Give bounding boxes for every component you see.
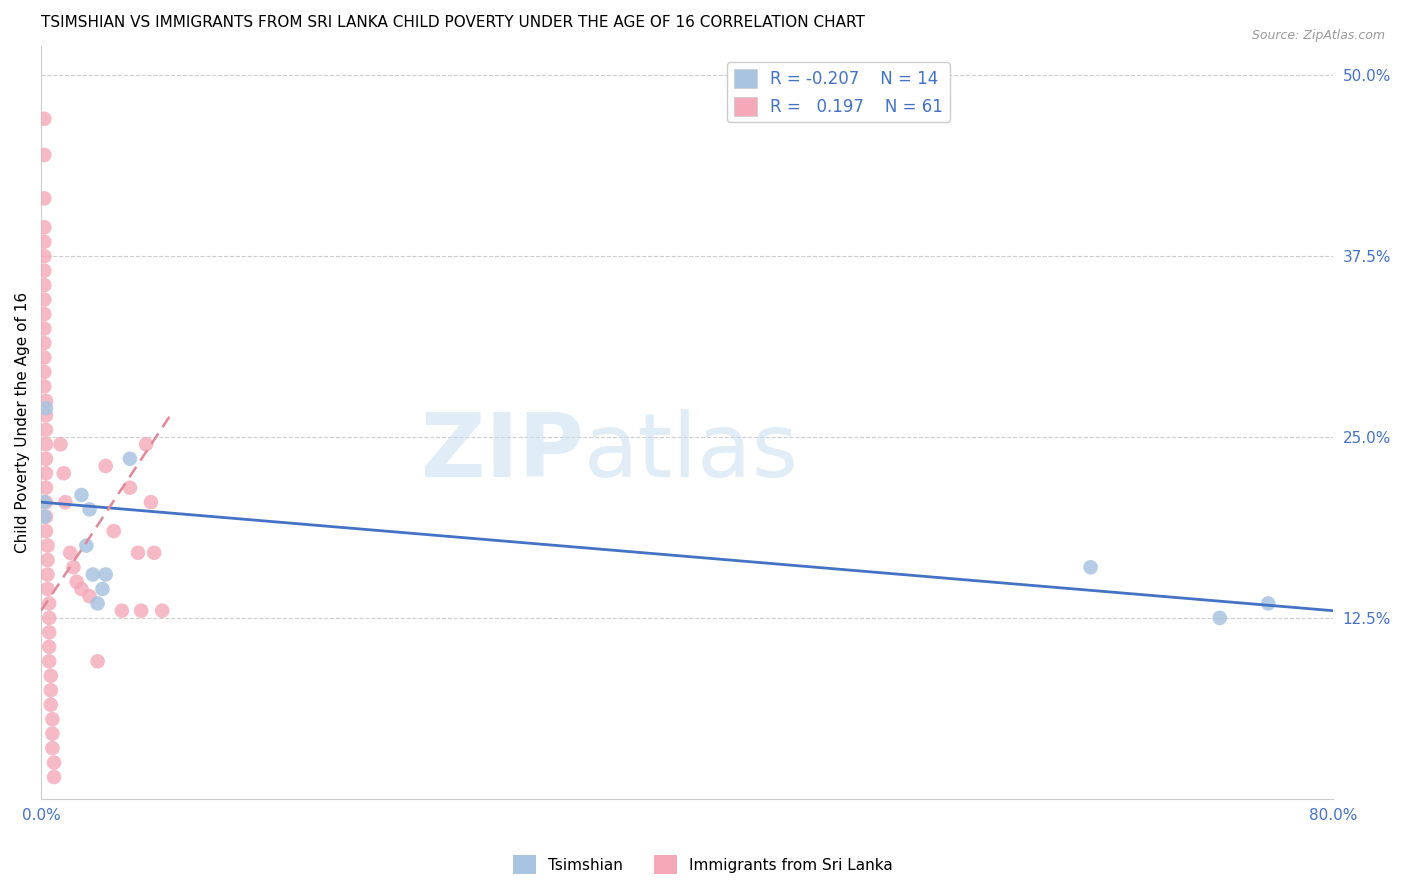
Point bbox=[91, 582, 114, 596]
Point bbox=[38, 654, 60, 668]
Text: TSIMSHIAN VS IMMIGRANTS FROM SRI LANKA CHILD POVERTY UNDER THE AGE OF 16 CORRELA: TSIMSHIAN VS IMMIGRANTS FROM SRI LANKA C… bbox=[41, 15, 865, 30]
Point bbox=[1257, 597, 1279, 611]
Point bbox=[94, 567, 117, 582]
Point bbox=[127, 546, 149, 560]
Point bbox=[75, 539, 97, 553]
Point bbox=[37, 539, 59, 553]
Point bbox=[150, 604, 173, 618]
Point bbox=[37, 553, 59, 567]
Point bbox=[86, 597, 108, 611]
Point bbox=[59, 546, 82, 560]
Y-axis label: Child Poverty Under the Age of 16: Child Poverty Under the Age of 16 bbox=[15, 292, 30, 553]
Point bbox=[35, 524, 58, 538]
Point bbox=[118, 451, 141, 466]
Point bbox=[42, 756, 65, 770]
Point bbox=[34, 365, 56, 379]
Point bbox=[143, 546, 166, 560]
Point bbox=[41, 741, 63, 756]
Point bbox=[34, 220, 56, 235]
Point bbox=[41, 726, 63, 740]
Point bbox=[35, 393, 58, 408]
Point bbox=[66, 574, 89, 589]
Point bbox=[34, 495, 56, 509]
Legend: R = -0.207    N = 14, R =   0.197    N = 61: R = -0.207 N = 14, R = 0.197 N = 61 bbox=[727, 62, 950, 122]
Point bbox=[34, 235, 56, 249]
Text: atlas: atlas bbox=[583, 409, 799, 496]
Point bbox=[37, 567, 59, 582]
Point bbox=[42, 770, 65, 784]
Point bbox=[39, 698, 62, 712]
Text: ZIP: ZIP bbox=[420, 409, 583, 496]
Point bbox=[35, 495, 58, 509]
Point bbox=[70, 488, 93, 502]
Point bbox=[49, 437, 72, 451]
Point bbox=[34, 278, 56, 293]
Point bbox=[111, 604, 134, 618]
Point bbox=[103, 524, 125, 538]
Point bbox=[35, 467, 58, 481]
Point bbox=[38, 597, 60, 611]
Point bbox=[94, 458, 117, 473]
Point bbox=[135, 437, 157, 451]
Point bbox=[34, 379, 56, 393]
Point bbox=[62, 560, 84, 574]
Point bbox=[34, 293, 56, 307]
Text: Source: ZipAtlas.com: Source: ZipAtlas.com bbox=[1251, 29, 1385, 42]
Point bbox=[37, 582, 59, 596]
Point bbox=[34, 351, 56, 365]
Point bbox=[35, 401, 58, 416]
Point bbox=[35, 481, 58, 495]
Point bbox=[1209, 611, 1232, 625]
Point bbox=[35, 451, 58, 466]
Point bbox=[41, 712, 63, 726]
Point bbox=[35, 509, 58, 524]
Point bbox=[79, 589, 101, 603]
Point bbox=[38, 611, 60, 625]
Point bbox=[34, 509, 56, 524]
Point bbox=[35, 437, 58, 451]
Point bbox=[35, 409, 58, 423]
Point bbox=[39, 669, 62, 683]
Point bbox=[53, 495, 76, 509]
Point bbox=[34, 307, 56, 321]
Point bbox=[34, 112, 56, 126]
Point bbox=[34, 336, 56, 351]
Point bbox=[34, 191, 56, 205]
Point bbox=[38, 640, 60, 654]
Point bbox=[118, 481, 141, 495]
Legend: Tsimshian, Immigrants from Sri Lanka: Tsimshian, Immigrants from Sri Lanka bbox=[508, 849, 898, 880]
Point bbox=[129, 604, 152, 618]
Point bbox=[34, 148, 56, 162]
Point bbox=[38, 625, 60, 640]
Point bbox=[79, 502, 101, 516]
Point bbox=[139, 495, 162, 509]
Point bbox=[35, 423, 58, 437]
Point bbox=[39, 683, 62, 698]
Point bbox=[82, 567, 104, 582]
Point bbox=[34, 263, 56, 277]
Point bbox=[1080, 560, 1102, 574]
Point bbox=[34, 321, 56, 335]
Point bbox=[34, 249, 56, 263]
Point bbox=[86, 654, 108, 668]
Point bbox=[52, 467, 75, 481]
Point bbox=[70, 582, 93, 596]
